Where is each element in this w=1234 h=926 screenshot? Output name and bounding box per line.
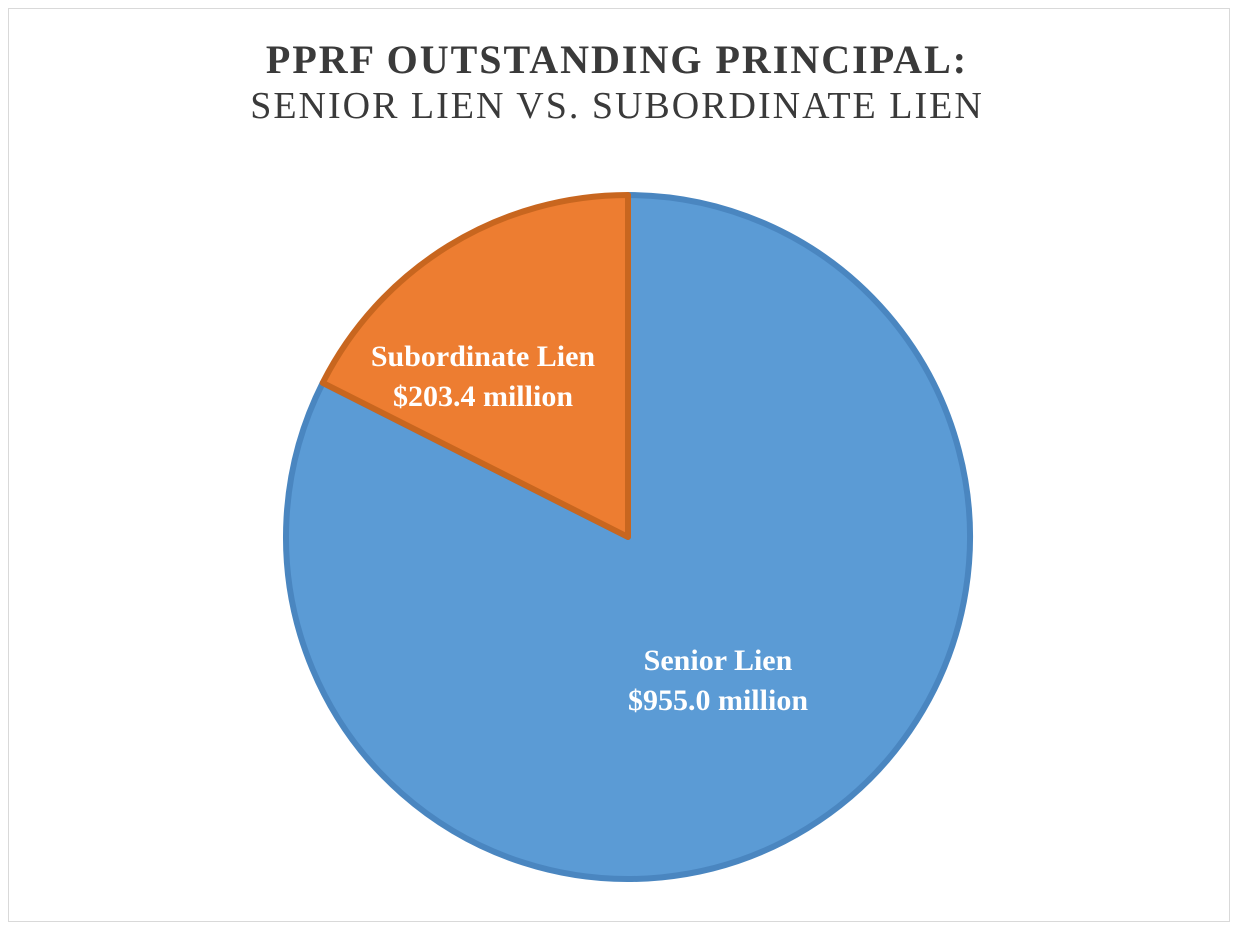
pie-labels: Senior Lien $955.0 million Subordinate Lie… (371, 340, 808, 717)
chart-subtitle: SENIOR LIEN VS. SUBORDINATE LIEN (250, 85, 984, 127)
slice-label-senior-lien: Senior Lien (644, 644, 793, 677)
chart-title: PPRF OUTSTANDING PRINCIPAL: (265, 37, 969, 82)
pie-slice-subordinate-lien (319, 192, 631, 540)
slice-value-label-senior-lien: $955.0 million (628, 684, 808, 717)
slice-value-label-subordinate-lien: $203.4 million (393, 380, 573, 413)
slice-label-subordinate-lien: Subordinate Lien (371, 340, 596, 373)
pie-slices (283, 192, 973, 882)
